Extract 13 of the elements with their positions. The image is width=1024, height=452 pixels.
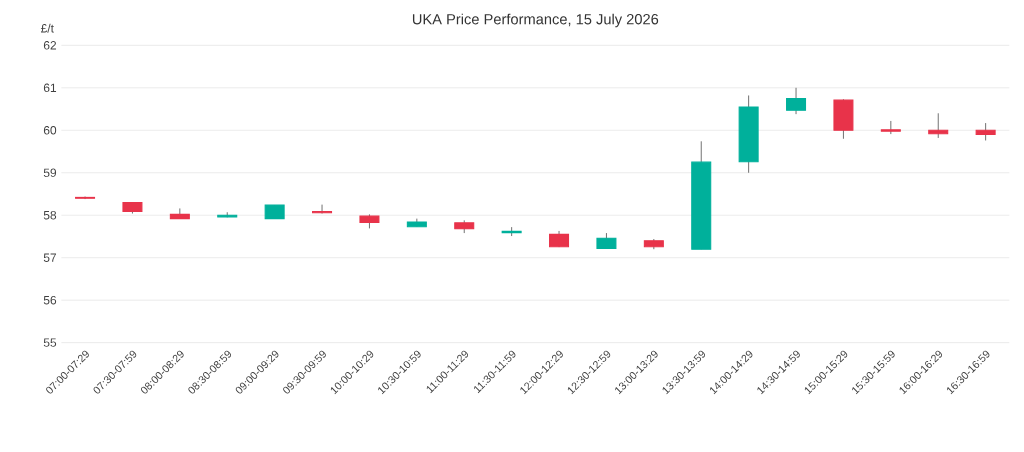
y-tick-label: 59 [43, 168, 57, 178]
candlestick [880, 120, 901, 135]
y-tick-label: 55 [43, 338, 57, 347]
y-axis-title: £/t [40, 23, 54, 33]
y-tick-label: 57 [43, 253, 57, 262]
y-tick-label: 58 [43, 210, 57, 220]
candlestick [786, 87, 807, 115]
y-tick-label: 62 [43, 41, 57, 50]
y-tick-label: 60 [43, 126, 57, 135]
candlestick [928, 112, 949, 139]
chart-title: UKA Price Performance, 15 July 2026 [412, 13, 659, 28]
y-tick-label: 61 [43, 83, 57, 93]
y-tick-label: 56 [43, 295, 57, 305]
